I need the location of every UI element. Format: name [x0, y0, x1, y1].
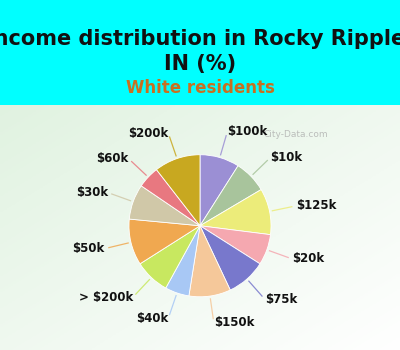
Text: $150k: $150k — [214, 316, 254, 329]
Wedge shape — [200, 166, 261, 226]
Wedge shape — [200, 226, 260, 290]
Text: $30k: $30k — [76, 186, 108, 199]
Text: City-Data.com: City-Data.com — [264, 130, 328, 139]
Wedge shape — [129, 186, 200, 226]
Wedge shape — [200, 226, 270, 264]
Wedge shape — [141, 170, 200, 226]
Text: $75k: $75k — [265, 293, 297, 306]
Wedge shape — [189, 226, 230, 297]
Text: $40k: $40k — [136, 312, 168, 325]
Text: $20k: $20k — [292, 252, 324, 265]
Wedge shape — [129, 219, 200, 264]
Text: > $200k: > $200k — [79, 291, 133, 304]
Wedge shape — [200, 190, 271, 235]
Text: $125k: $125k — [296, 199, 336, 212]
Wedge shape — [156, 155, 200, 226]
Text: White residents: White residents — [126, 79, 274, 97]
Text: Income distribution in Rocky Ripple,
IN (%): Income distribution in Rocky Ripple, IN … — [0, 29, 400, 74]
Wedge shape — [200, 155, 238, 226]
Wedge shape — [140, 226, 200, 288]
Text: $200k: $200k — [128, 126, 168, 140]
Text: $100k: $100k — [227, 125, 268, 138]
Text: $10k: $10k — [270, 151, 302, 164]
Wedge shape — [166, 226, 200, 296]
Text: $60k: $60k — [96, 152, 128, 165]
Text: $50k: $50k — [72, 242, 105, 255]
